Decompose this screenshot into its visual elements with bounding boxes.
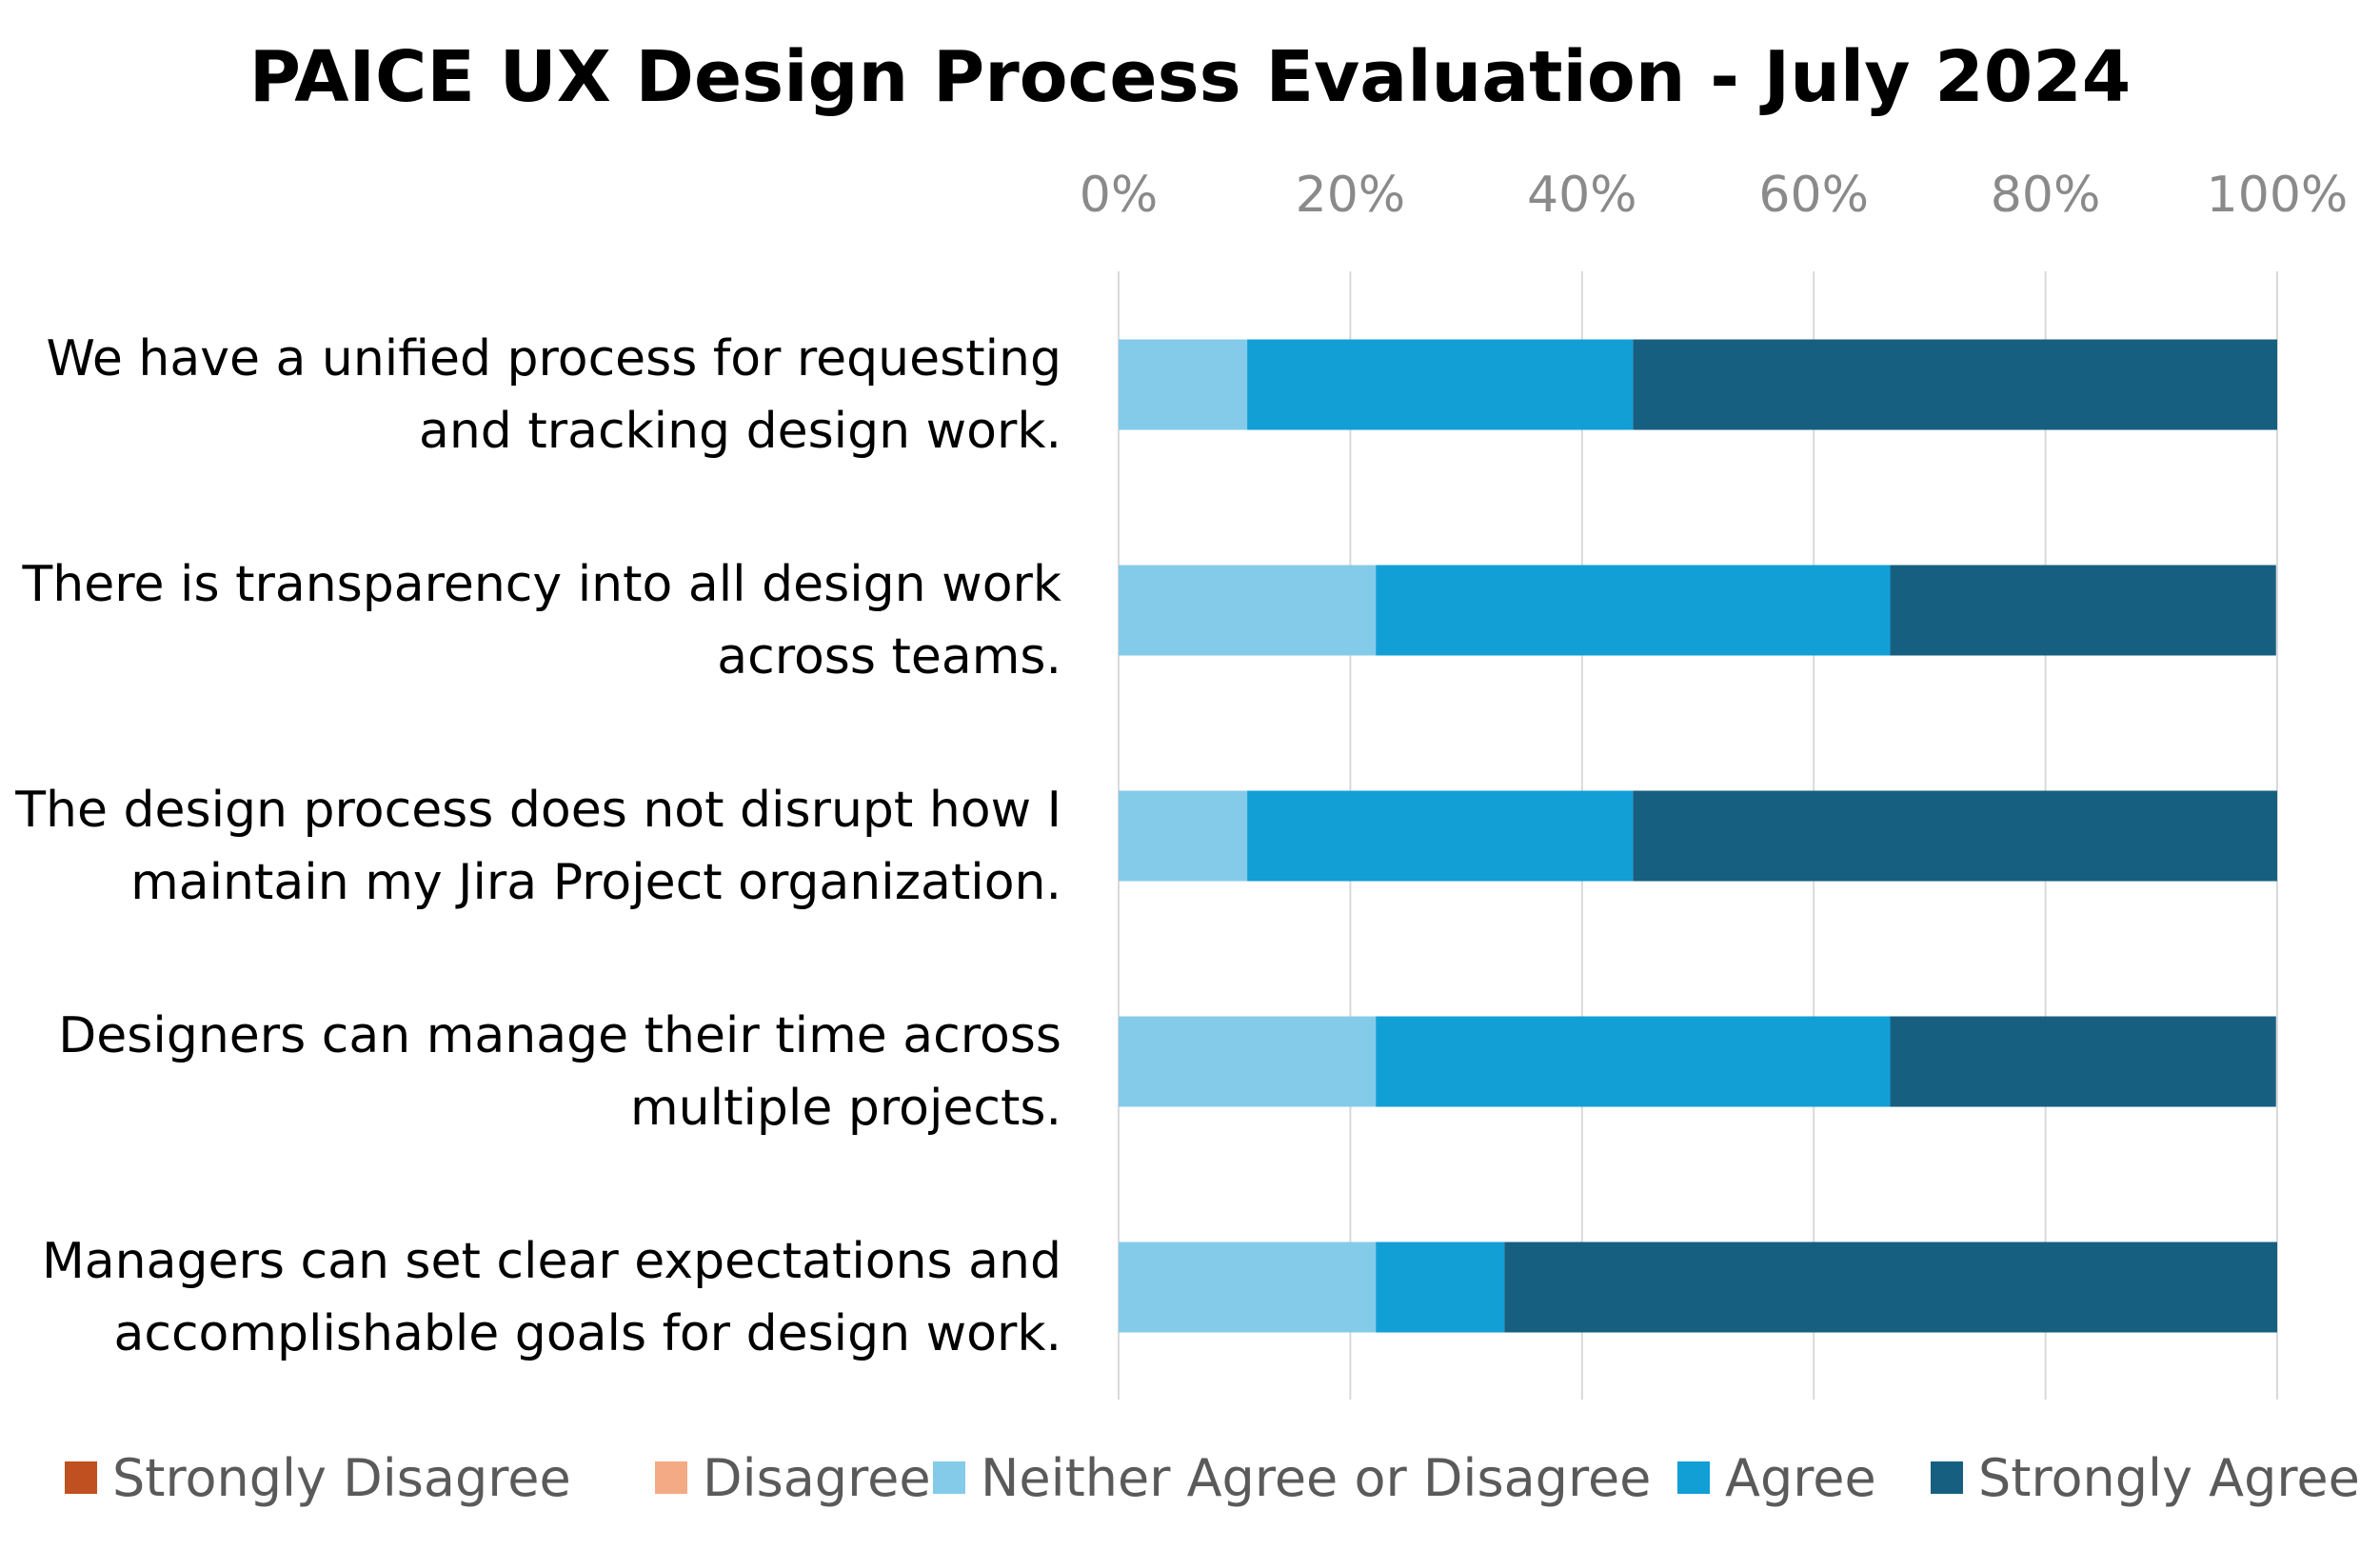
bar-segment-strongly-agree (1633, 790, 2277, 882)
category-label: We have a unified process for requesting… (46, 330, 1061, 460)
chart-title: PAICE UX Design Process Evaluation - Jul… (248, 36, 2132, 118)
category-label: There is transparency into all design wo… (22, 556, 1061, 686)
bar-segment-neither-agree-or-disagree (1119, 1016, 1377, 1107)
x-tick-label: 100% (2207, 167, 2349, 224)
bar-segment-agree (1376, 565, 1891, 656)
bar-segment-agree (1247, 339, 1634, 430)
legend-swatch (933, 1461, 965, 1494)
x-tick-label: 40% (1527, 167, 1637, 224)
category-label: Managers can set clear expectations and a… (42, 1233, 1061, 1362)
x-tick-label: 60% (1758, 167, 1869, 224)
legend-label: Disagree (703, 1448, 931, 1508)
bar-segment-strongly-agree (1890, 1016, 2276, 1107)
x-tick-label: 80% (1991, 167, 2101, 224)
legend-swatch (655, 1461, 687, 1494)
x-tick-label: 0% (1080, 167, 1159, 224)
legend-swatch (1931, 1461, 1963, 1494)
category-label: Designers can manage their time across mu… (58, 1007, 1061, 1137)
bar-segment-agree (1376, 1016, 1891, 1107)
legend-label: Agree (1725, 1448, 1876, 1508)
bar-segment-agree (1376, 1242, 1505, 1333)
bar-segment-neither-agree-or-disagree (1119, 790, 1248, 882)
legend-label: Neither Agree or Disagree (981, 1448, 1651, 1508)
bar-segment-agree (1247, 790, 1634, 882)
category-label: The design process does not disrupt how … (14, 782, 1061, 911)
bar-segment-strongly-agree (1633, 339, 2277, 430)
bar-segment-neither-agree-or-disagree (1119, 339, 1248, 430)
legend-label: Strongly Disagree (112, 1448, 571, 1508)
bar-segment-strongly-agree (1504, 1242, 2277, 1333)
legend-swatch (65, 1461, 97, 1494)
legend-swatch (1677, 1461, 1710, 1494)
x-tick-label: 20% (1296, 167, 1406, 224)
bar-segment-neither-agree-or-disagree (1119, 1242, 1377, 1333)
bar-segment-neither-agree-or-disagree (1119, 565, 1377, 656)
legend-label: Strongly Agree (1978, 1448, 2360, 1508)
bar-segment-strongly-agree (1890, 565, 2276, 656)
